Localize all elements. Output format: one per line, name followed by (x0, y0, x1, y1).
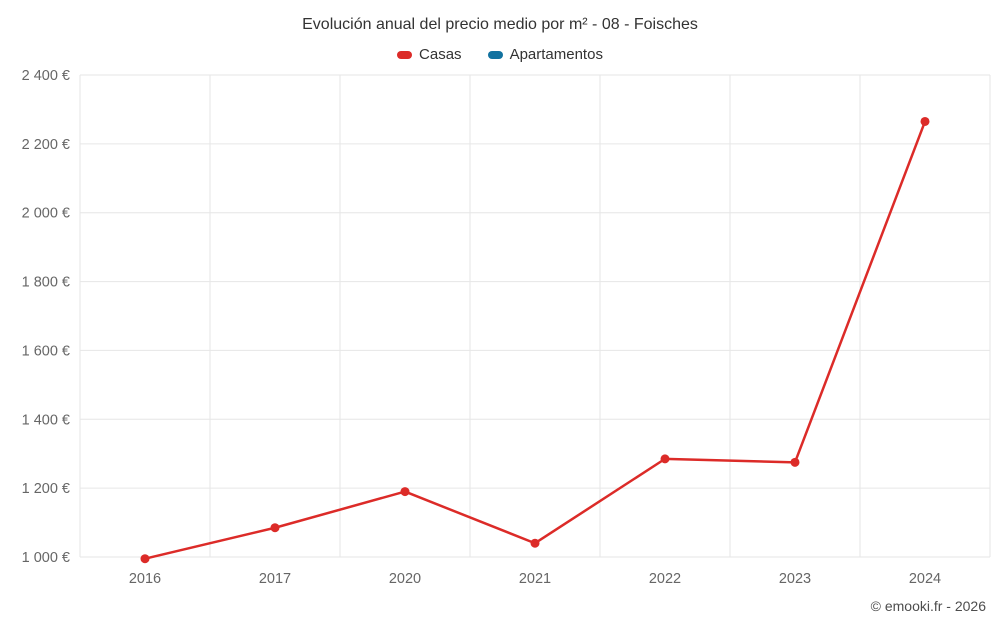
copyright: © emooki.fr - 2026 (870, 598, 986, 614)
x-tick-label: 2020 (389, 571, 421, 587)
legend-item-apartamentos[interactable]: Apartamentos (487, 46, 603, 63)
x-tick-label: 2022 (649, 571, 681, 587)
chart-title: Evolución anual del precio medio por m² … (302, 16, 698, 33)
data-point-casas[interactable] (270, 523, 280, 533)
legend: Casas Apartamentos (0, 46, 1000, 63)
y-tick-label: 2 200 € (22, 137, 70, 153)
x-tick-label: 2016 (129, 571, 161, 587)
y-tick-label: 1 000 € (22, 550, 70, 566)
x-tick-label: 2021 (519, 571, 551, 587)
y-tick-label: 1 800 € (22, 275, 70, 291)
y-tick-label: 2 000 € (22, 206, 70, 222)
x-tick-label: 2017 (259, 571, 291, 587)
data-point-casas[interactable] (920, 116, 930, 126)
series-line-casas (143, 120, 927, 560)
legend-label-apartamentos: Apartamentos (509, 46, 603, 63)
legend-label-casas: Casas (419, 46, 462, 63)
x-tick-label: 2023 (779, 571, 811, 587)
legend-item-casas[interactable]: Casas (397, 46, 462, 63)
data-point-casas[interactable] (530, 538, 540, 548)
y-tick-label: 2 400 € (22, 68, 70, 84)
line-chart-plot: 1 000 € 1 200 € 1 400 € 1 600 € 1 800 € 2 000… (22, 68, 991, 587)
data-point-casas[interactable] (790, 457, 800, 467)
data-point-casas[interactable] (400, 487, 410, 497)
data-point-casas[interactable] (660, 454, 670, 464)
casas-legend-marker (397, 50, 413, 59)
apartamentos-legend-marker (487, 50, 503, 59)
y-tick-label: 1 400 € (22, 412, 70, 428)
x-tick-label: 2024 (909, 571, 941, 587)
data-point-casas[interactable] (140, 554, 150, 564)
y-tick-label: 1 600 € (22, 343, 70, 359)
y-tick-label: 1 200 € (22, 481, 70, 497)
